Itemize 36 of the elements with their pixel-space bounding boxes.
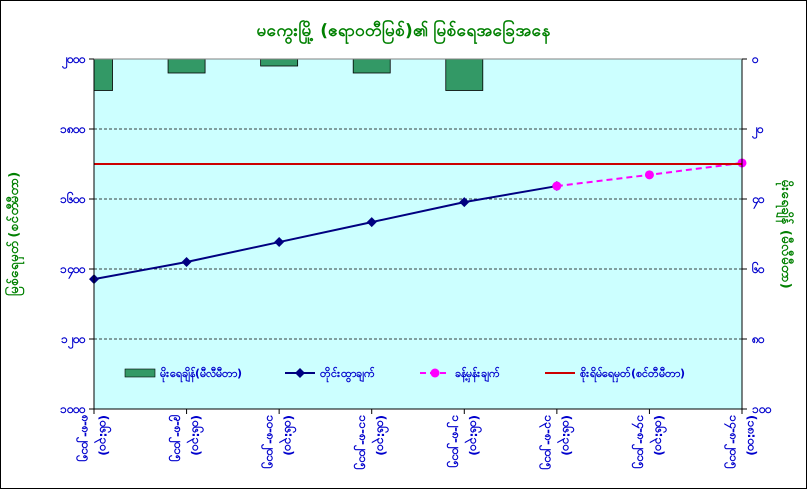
y-axis-title: မြစ်ရေမှတ် (စင်တီမီတာ) — [4, 172, 25, 296]
bar — [168, 59, 206, 74]
y2-tick-label: ၆၀ — [751, 260, 765, 276]
y-tick-label: ၁၆၀၀ — [60, 190, 86, 206]
chart-title: မကွေးမြို့ (ဧရာဝတီမြစ်)၏ မြစ်ရေအခြေအနေ — [256, 18, 551, 45]
point — [644, 170, 654, 180]
point — [182, 257, 192, 267]
y2-tick-label: ၂၀ — [751, 122, 764, 140]
bar — [445, 59, 484, 91]
x-tick-label: ၁၀-၈-၂၀၁၅ (၀၆:၃၀) — [260, 415, 298, 469]
x-tick-label: ၉-၈-၂၀၁၅ (၀၆:၃၀) — [168, 414, 206, 462]
y2-tick-label: ၄၀ — [751, 192, 765, 210]
x-tick-label: ၁၃-၈-၂၀၁၅ (၀၆:၃၀) — [538, 415, 576, 470]
y-tick-label: ၁၄၀၀ — [60, 262, 86, 280]
legend-label: မိုးရေချိန်(မီလီမီတာ) — [160, 366, 242, 383]
y-tick-label: ၂၀၀၀ — [61, 52, 86, 70]
bar — [260, 59, 298, 66]
legend-label: စိုးရိမ်ရေမှတ်(စင်တီမီတာ) — [580, 366, 686, 383]
point — [459, 197, 470, 208]
x-tick-label: ၁၁-၈-၂၀၁၅ (၀၆:၃၀) — [352, 415, 391, 470]
bar — [352, 59, 391, 74]
legend-label: တိုင်းထွာချက် — [320, 366, 375, 383]
y2-tick-label: ၀ — [751, 52, 759, 66]
x-tick-label: ၈-၈-၂၀၁၅ (၀၆:၃၀) — [75, 414, 113, 462]
y-tick-label: ၁၂၀၀ — [61, 332, 86, 350]
y-tick-label: ၁၀၀၀ — [60, 402, 86, 416]
point — [274, 237, 284, 248]
x-tick-label: ၁၂-၈-၂၀၁၅ (၀၆:၃၀) — [445, 415, 484, 468]
y-tick-label: ၁၈၀၀ — [60, 122, 86, 136]
legend-label: ခန့်မှန်းချက် — [455, 366, 500, 383]
y2-tick-label: ၁၀၀ — [752, 402, 772, 416]
x-tick-label: ၁၄-၈-၂၀၁၅ (၁၈:၀၀) — [723, 415, 759, 469]
x-tick-label: ၁၄-၈-၂၀၁၅ (၀၆:၃၀) — [630, 415, 668, 469]
point — [366, 217, 377, 228]
y2-tick-label: ၈၀ — [751, 332, 765, 346]
y2-axis-title: မိုးရေချိန် (မီလီမီတာ) — [775, 179, 795, 289]
